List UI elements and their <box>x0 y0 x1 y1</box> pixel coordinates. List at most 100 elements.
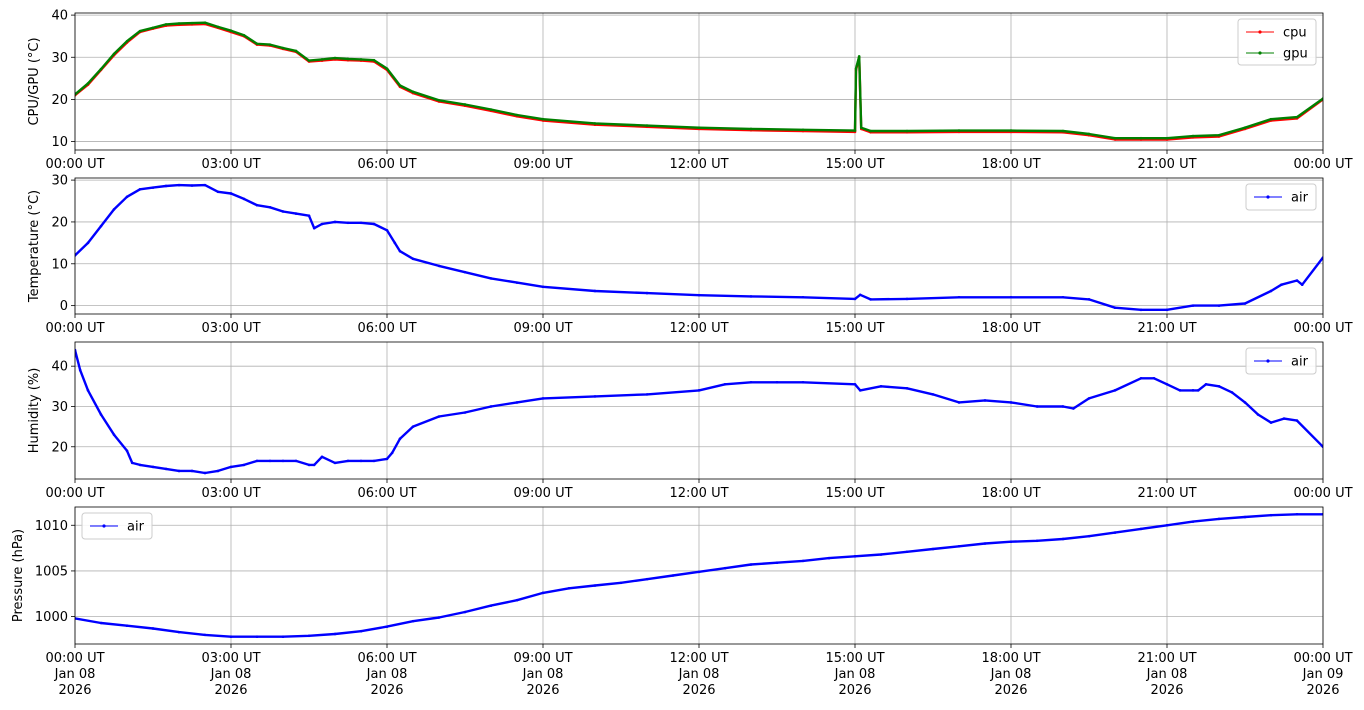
data-point-gpu <box>489 108 493 111</box>
data-point-air <box>320 222 324 226</box>
data-point-air <box>99 224 103 228</box>
x-tick-year-label: 2026 <box>682 683 715 698</box>
x-tick-label: 09:00 UT <box>513 651 572 666</box>
data-point-gpu <box>957 129 961 132</box>
data-point-air <box>858 293 862 297</box>
data-point-air <box>1191 389 1195 392</box>
data-point-air <box>1217 517 1221 521</box>
data-point-air <box>1243 515 1247 519</box>
data-point-air <box>294 212 298 215</box>
x-tick-label: 21:00 UT <box>1137 321 1196 336</box>
data-point-air <box>437 616 441 619</box>
x-tick-label: 00:00 UT <box>1293 486 1352 501</box>
data-point-air <box>229 635 233 638</box>
data-point-air <box>385 457 389 461</box>
data-point-air <box>333 220 337 224</box>
x-tick-year-label: 2026 <box>58 683 91 698</box>
data-point-air <box>242 463 246 467</box>
data-point-air <box>853 383 857 386</box>
plot-frame <box>74 177 1324 315</box>
data-point-gpu <box>216 25 220 29</box>
data-point-air <box>1087 397 1091 400</box>
data-point-air <box>333 632 337 636</box>
data-point-air <box>853 297 857 301</box>
y-tick-label: 30 <box>51 174 68 189</box>
legend: air <box>1245 183 1317 211</box>
data-point-gpu <box>515 113 519 117</box>
data-point-air <box>151 186 155 189</box>
x-tick-label: 18:00 UT <box>981 157 1040 172</box>
data-point-gpu <box>242 34 246 37</box>
x-tick-label: 15:00 UT <box>825 321 884 336</box>
data-point-gpu <box>333 56 337 60</box>
data-point-air <box>99 413 103 416</box>
y-tick-label: 10 <box>51 135 68 150</box>
data-point-air <box>1295 513 1299 516</box>
data-point-air <box>1009 401 1013 404</box>
data-point-air <box>853 555 857 558</box>
data-point-air <box>255 203 259 207</box>
x-tick-date-label: Jan 08 <box>990 667 1032 682</box>
x-tick-label: 03:00 UT <box>201 486 260 501</box>
data-point-air <box>1230 391 1234 394</box>
series-group <box>75 348 1323 475</box>
data-point-gpu <box>697 126 701 129</box>
data-point-air <box>463 270 467 274</box>
x-tick-label: 00:00 UT <box>1293 157 1352 172</box>
y-tick-label: 20 <box>51 440 68 455</box>
x-tick-label: 12:00 UT <box>669 486 728 501</box>
data-point-air <box>1087 298 1091 301</box>
data-point-air <box>775 561 779 565</box>
data-point-air <box>281 459 285 463</box>
data-point-air <box>541 591 545 595</box>
data-point-air <box>411 425 415 428</box>
data-point-air <box>723 383 727 386</box>
x-tick-label: 06:00 UT <box>357 486 416 501</box>
data-point-air <box>1035 405 1039 408</box>
data-point-air <box>645 393 649 396</box>
data-point-air <box>437 415 441 418</box>
x-tick-label: 00:00 UT <box>1293 321 1352 336</box>
x-tick-label: 00:00 UT <box>45 157 104 172</box>
x-tick-date-label: Jan 08 <box>522 667 564 682</box>
x-tick-year-label: 2026 <box>526 683 559 698</box>
series-line-air <box>75 183 1323 311</box>
data-point-air <box>255 635 259 638</box>
data-point-gpu <box>359 58 363 61</box>
data-point-air <box>294 459 298 463</box>
y-tick-label: 1005 <box>35 564 68 579</box>
data-point-air <box>229 465 233 469</box>
x-tick-label: 12:00 UT <box>669 321 728 336</box>
data-point-air <box>333 461 337 465</box>
x-tick-label: 12:00 UT <box>669 157 728 172</box>
y-tick-label: 40 <box>51 9 68 24</box>
data-point-air <box>645 291 649 295</box>
series-line-gpu <box>75 21 1323 140</box>
data-point-gpu <box>203 21 207 24</box>
x-tick-label: 21:00 UT <box>1137 486 1196 501</box>
x-tick-date-label: Jan 08 <box>678 667 720 682</box>
data-point-gpu <box>255 42 259 46</box>
x-tick-label: 03:00 UT <box>201 651 260 666</box>
data-point-air <box>307 214 311 217</box>
data-point-air <box>801 559 805 563</box>
y-tick-label: 1010 <box>35 519 68 534</box>
data-point-air <box>593 289 597 293</box>
data-point-air <box>1009 540 1013 544</box>
data-point-air <box>164 184 168 188</box>
data-point-air <box>1113 389 1117 392</box>
data-point-air <box>1165 523 1169 527</box>
data-point-air <box>697 570 701 574</box>
data-point-air <box>1061 537 1065 541</box>
panel-2: 00:00 UT 03:00 UT 06:00 UT 09:00 UT 12:00 UT… <box>27 174 1353 336</box>
data-point-air <box>1061 295 1065 299</box>
x-tick-label: 00:00 UT <box>45 486 104 501</box>
data-point-air <box>1243 401 1247 404</box>
data-point-air <box>905 550 909 554</box>
y-tick-label: 1000 <box>35 610 68 625</box>
data-point-gpu <box>398 84 402 87</box>
y-tick-label: 30 <box>51 51 68 66</box>
y-axis-label: Temperature (°C) <box>27 190 42 303</box>
data-point-air <box>255 459 259 463</box>
